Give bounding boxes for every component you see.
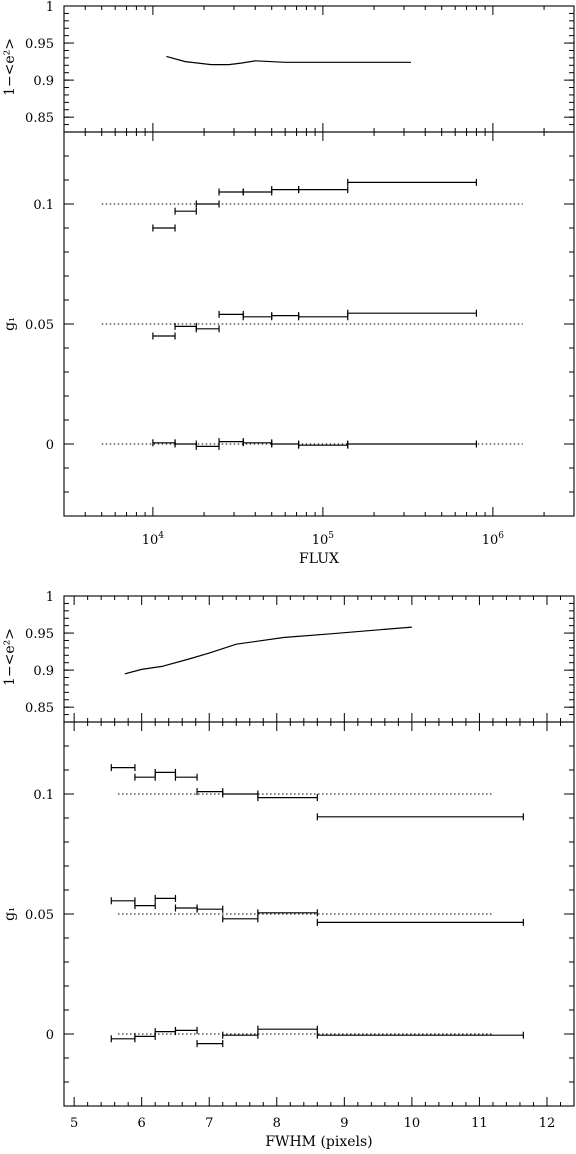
x-axis-label: FWHM (pixels): [265, 1134, 372, 1150]
x-tick-label: 12: [539, 1116, 556, 1131]
upper-y-tick-label: 1: [46, 590, 54, 605]
x-tick-label: 8: [273, 1116, 281, 1131]
plot-frame: [63, 595, 575, 723]
x-tick-label: 6: [138, 1116, 146, 1131]
upper-y-tick-label: 0.85: [25, 111, 54, 126]
fwhm-panel: 0.85 0.9 0.95 1 1−<e²> 0 0.05 0.1 g₁ 5 6 7 8 9 10 11 12 F…: [2, 590, 575, 1150]
upper-y-tick-label: 0.85: [25, 701, 54, 716]
upper-y-tick-label: 0.9: [33, 664, 54, 679]
x-tick-label: 7: [205, 1116, 213, 1131]
plot-frame: [63, 131, 575, 517]
ellipticity-curve: [124, 626, 412, 675]
x-tick-label: 5: [70, 1116, 78, 1131]
x-axis-label: FLUX: [299, 551, 339, 567]
upper-y-tick-label: 0.9: [33, 74, 54, 89]
upper-y-tick-label: 1: [46, 0, 54, 15]
lower-y-tick-label: 0.05: [25, 318, 54, 333]
x-tick-label: 105: [312, 531, 335, 548]
x-tick-label: 104: [142, 531, 165, 548]
upper-y-tick-label: 0.95: [25, 37, 54, 52]
plot-frame: [63, 5, 575, 133]
x-tick-label: 9: [340, 1116, 348, 1131]
x-tick-label: 11: [471, 1116, 488, 1131]
lower-y-tick-label: 0.1: [33, 198, 54, 213]
lower-y-tick-label: 0.1: [33, 788, 54, 803]
lower-y-axis-label: g₁: [2, 907, 18, 921]
x-tick-label: 106: [482, 531, 505, 548]
upper-y-axis-label: 1−<e²>: [2, 38, 18, 96]
x-tick-label: 10: [404, 1116, 421, 1131]
lower-y-tick-label: 0: [46, 438, 54, 453]
ellipticity-curve: [166, 55, 411, 66]
upper-y-tick-label: 0.95: [25, 627, 54, 642]
lower-y-tick-label: 0: [46, 1028, 54, 1043]
plot-frame: [63, 721, 575, 1107]
lower-y-axis-label: g₁: [2, 317, 18, 331]
lower-y-tick-label: 0.05: [25, 908, 54, 923]
upper-y-axis-label: 1−<e²>: [2, 628, 18, 686]
flux-panel: 0.85 0.9 0.95 1 1−<e²> 0 0.05 0.1 g₁ 104 105 106 FLU…: [2, 0, 575, 567]
